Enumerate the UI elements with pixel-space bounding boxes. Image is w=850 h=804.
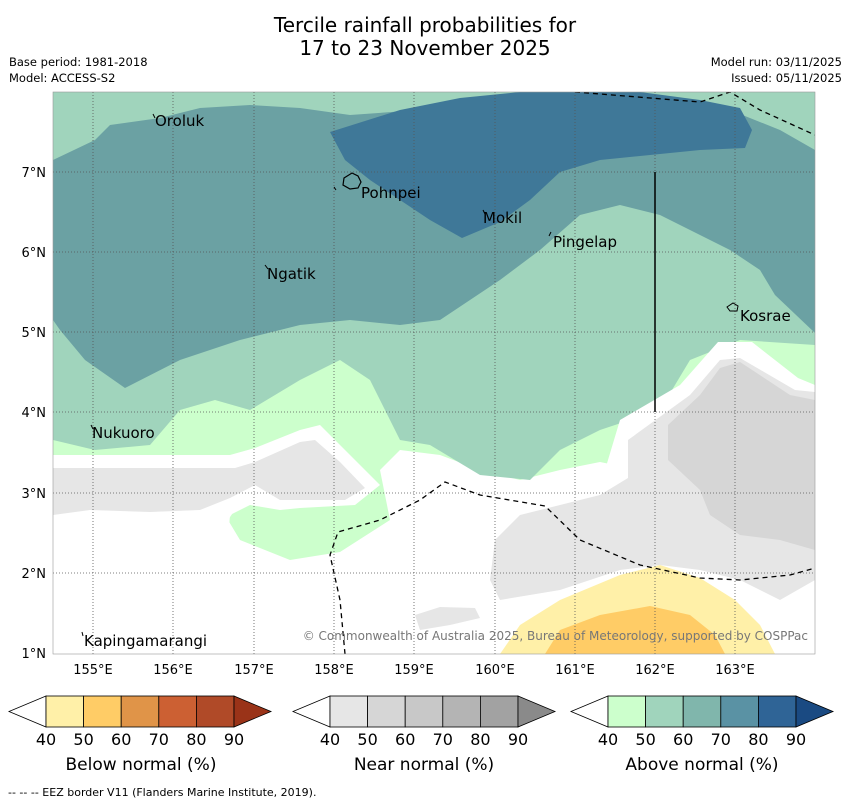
- copyright-notice: © Commonwealth of Australia 2025, Bureau…: [303, 629, 808, 643]
- colorbar-tick-label: 60: [673, 730, 693, 749]
- colorbar-segment: [367, 695, 406, 728]
- colorbar-max-arrow: [517, 695, 557, 728]
- lat-tick: 7°N: [22, 166, 47, 181]
- place-mokil: Mokil: [483, 209, 522, 227]
- atoll-markers: [81, 113, 552, 637]
- colorbar-tick-label: 50: [357, 730, 377, 749]
- colorbar-tick-label: 70: [711, 730, 731, 749]
- colorbar-below-label: Below normal (%): [65, 755, 217, 775]
- place-oroluk: Oroluk: [155, 112, 204, 130]
- colorbar-tick-label: 70: [433, 730, 453, 749]
- colorbar-min-arrow: [569, 695, 609, 728]
- near-50-region: [668, 362, 815, 550]
- colorbar-tick-label: 80: [470, 730, 490, 749]
- colorbar-below-normal: 40 50 60 70 80 90: [7, 695, 273, 749]
- colorbar-tick-label: 90: [786, 730, 806, 749]
- lat-tick: 6°N: [22, 246, 47, 261]
- lat-tick: 2°N: [22, 567, 47, 582]
- colorbar-tick-label: 50: [635, 730, 655, 749]
- lon-tick: 163°E: [715, 663, 755, 678]
- colorbar-min-arrow: [7, 695, 47, 728]
- issued-date: Issued: 05/11/2025: [731, 71, 842, 85]
- colorbar-tick-label: 90: [224, 730, 244, 749]
- map-area: Oroluk Pohnpei Mokil Pingelap Ngatik Kos…: [53, 92, 815, 654]
- colorbar-tick-label: 80: [186, 730, 206, 749]
- gridlines: [53, 92, 815, 654]
- colorbar-tick-label: 60: [395, 730, 415, 749]
- colorbar-near-label: Near normal (%): [353, 755, 495, 775]
- colorbar-max-arrow: [233, 695, 273, 728]
- colorbar-tick-label: 40: [598, 730, 618, 749]
- colorbar-segment: [195, 695, 235, 728]
- colorbar-segment: [45, 695, 84, 728]
- lon-tick: 158°E: [314, 663, 354, 678]
- model-name: Model: ACCESS-S2: [9, 71, 116, 85]
- place-pingelap: Pingelap: [553, 233, 617, 251]
- near-40-region-west: [53, 440, 365, 515]
- lon-tick: 157°E: [234, 663, 274, 678]
- pohnpei-island: [342, 172, 362, 190]
- eez-footer-note: -- -- -- EEZ border V11 (Flanders Marine…: [8, 786, 317, 799]
- lat-tick: 5°N: [22, 326, 47, 341]
- colorbar-tick-label: 40: [36, 730, 56, 749]
- colorbar-tick-label: 90: [508, 730, 528, 749]
- map-title-line1: Tercile rainfall probabilities for: [273, 13, 577, 37]
- above-60-region: [53, 102, 815, 388]
- colorbar-segment: [682, 695, 722, 728]
- map-title-line2: 17 to 23 November 2025: [299, 36, 551, 60]
- lon-tick: 155°E: [73, 663, 113, 678]
- lat-tick: 3°N: [22, 487, 47, 502]
- colorbar-segment: [83, 695, 122, 728]
- colorbar-min-arrow: [291, 695, 331, 728]
- lat-tick: 4°N: [22, 406, 47, 421]
- lon-tick: 160°E: [475, 663, 515, 678]
- kosrae-island: [726, 302, 739, 312]
- colorbar-segment: [158, 695, 197, 728]
- place-kosrae: Kosrae: [740, 307, 791, 325]
- lon-tick: 162°E: [635, 663, 675, 678]
- colorbar-segment: [720, 695, 759, 728]
- colorbar-segment: [607, 695, 646, 728]
- colorbar-tick-label: 80: [748, 730, 768, 749]
- lat-tick: 1°N: [22, 647, 47, 662]
- near-40-region-south: [415, 607, 480, 630]
- eez-borders: [329, 92, 815, 654]
- model-run: Model run: 03/11/2025: [710, 55, 842, 69]
- colorbar-max-arrow: [795, 695, 835, 728]
- colorbar-segment: [479, 695, 519, 728]
- colorbar-above-label: Above normal (%): [625, 755, 779, 775]
- lon-tick: 159°E: [394, 663, 434, 678]
- colorbar-tick-label: 60: [111, 730, 131, 749]
- lon-tick: 156°E: [153, 663, 193, 678]
- colorbar-segment: [758, 695, 797, 728]
- colorbar-segment: [442, 695, 481, 728]
- colorbar-segment: [329, 695, 368, 728]
- place-ngatik: Ngatik: [267, 265, 316, 283]
- below-50-region: [545, 606, 725, 654]
- colorbar-tick-label: 70: [149, 730, 169, 749]
- colorbar-above-normal: 40 50 60 70 80 90: [569, 695, 835, 749]
- colorbar-segment: [120, 695, 160, 728]
- place-kapingamarangi: Kapingamarangi: [84, 632, 207, 650]
- colorbar-near-normal: 40 50 60 70 80 90: [291, 695, 557, 749]
- place-nukuoro: Nukuoro: [92, 424, 155, 442]
- colorbar-tick-label: 50: [73, 730, 93, 749]
- place-pohnpei: Pohnpei: [361, 184, 421, 202]
- colorbar-tick-label: 40: [320, 730, 340, 749]
- colorbar-segment: [645, 695, 684, 728]
- lon-tick: 161°E: [555, 663, 595, 678]
- above-70-region: [330, 92, 752, 238]
- base-period: Base period: 1981-2018: [9, 55, 148, 69]
- colorbar-segment: [404, 695, 444, 728]
